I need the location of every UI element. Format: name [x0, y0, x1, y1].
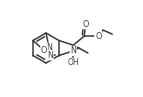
Text: N: N: [46, 43, 52, 52]
Text: N: N: [47, 51, 53, 60]
Text: O: O: [41, 46, 47, 55]
Text: OH: OH: [67, 58, 79, 67]
Text: N: N: [70, 46, 76, 55]
Text: O: O: [82, 20, 88, 29]
Text: O: O: [95, 32, 102, 41]
